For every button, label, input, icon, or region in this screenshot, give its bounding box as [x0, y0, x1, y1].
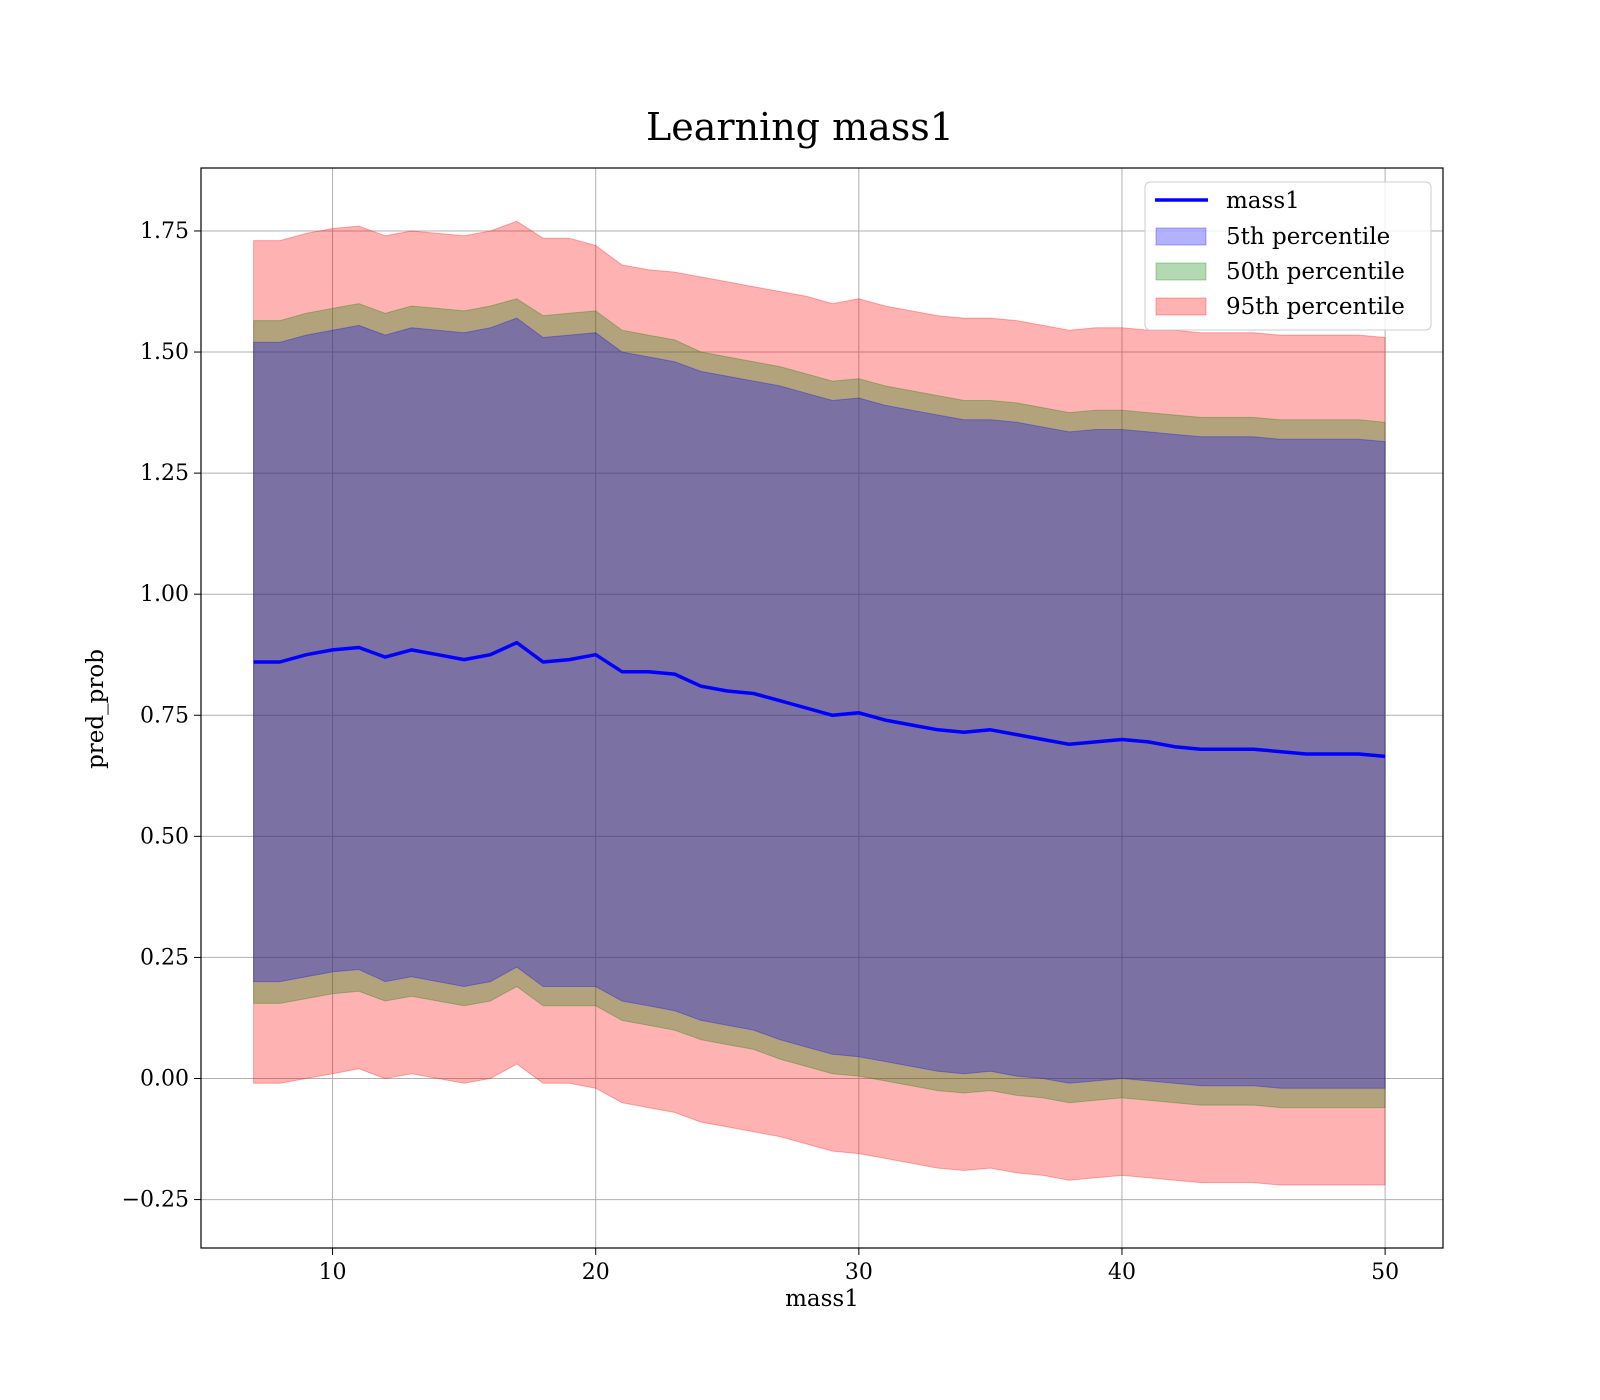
chart-title: Learning mass1: [646, 105, 954, 149]
band-95th-percentile: [253, 220, 1386, 1186]
band-5th-percentile: [253, 317, 1386, 1089]
legend-label-5th: 5th percentile: [1226, 224, 1390, 250]
y-tick-label: 0.75: [140, 703, 189, 728]
x-axis: 10 20 30 40 50: [319, 1248, 1399, 1285]
x-tick-label: 10: [319, 1260, 347, 1285]
band-50th-percentile: [253, 298, 1386, 1109]
plot-frame: [200, 167, 1444, 1249]
legend-swatch-5th: [1155, 227, 1207, 246]
legend-label-mass1: mass1: [1226, 188, 1300, 214]
y-tick-label: 1.50: [140, 340, 189, 365]
mean-line-layer: [253, 640, 1386, 759]
y-tick-label: 0.00: [140, 1066, 189, 1091]
y-tick-label: 0.25: [140, 945, 189, 970]
legend: mass1 5th percentile 50th percentile 95t…: [1144, 181, 1432, 331]
y-axis: −0.25 0.00 0.25 0.50 0.75 1.00 1.25 1.50 1.75: [122, 219, 201, 1213]
legend-swatch-95th: [1155, 297, 1207, 316]
mass1-line: [253, 640, 1386, 759]
grid: [201, 168, 1443, 1248]
legend-label-95th: 95th percentile: [1226, 294, 1405, 320]
legend-swatch-50th: [1155, 262, 1207, 281]
x-tick-label: 50: [1371, 1260, 1399, 1285]
legend-frame: [1144, 181, 1432, 331]
y-tick-label: 1.25: [140, 461, 189, 486]
x-axis-label: mass1: [785, 1286, 859, 1312]
y-tick-label: 1.75: [140, 219, 189, 244]
x-tick-label: 30: [845, 1260, 873, 1285]
x-tick-label: 40: [1108, 1260, 1136, 1285]
percentile-bands: [253, 220, 1386, 1186]
x-tick-label: 20: [582, 1260, 610, 1285]
y-axis-label: pred_prob: [83, 649, 109, 769]
y-tick-label: −0.25: [122, 1188, 189, 1213]
y-tick-label: 1.00: [140, 582, 189, 607]
y-tick-label: 0.50: [140, 824, 189, 849]
legend-label-50th: 50th percentile: [1226, 259, 1405, 285]
